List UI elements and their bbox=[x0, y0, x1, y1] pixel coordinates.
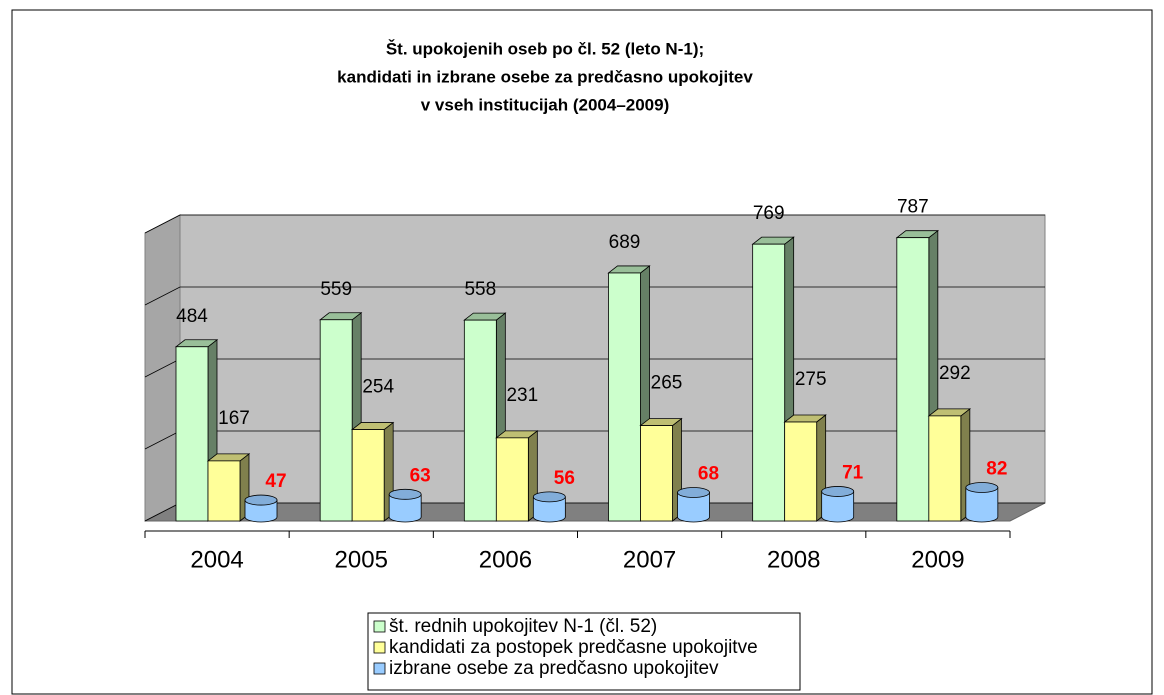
legend-box bbox=[367, 612, 801, 691]
bar bbox=[608, 272, 641, 522]
x-tick-label: 2004 bbox=[190, 546, 243, 573]
bar bbox=[319, 319, 353, 522]
cylinder-body bbox=[677, 492, 710, 523]
x-tick-label: 2005 bbox=[335, 546, 388, 573]
x-tick-label: 2006 bbox=[479, 546, 532, 573]
legend-label: izbrane osebe za predčasno upokojitev bbox=[389, 658, 719, 679]
bar bbox=[463, 319, 497, 522]
x-tick-label: 2008 bbox=[767, 546, 820, 573]
bar bbox=[928, 415, 962, 522]
cylinder-top bbox=[244, 494, 278, 506]
value-label: 71 bbox=[842, 462, 864, 483]
value-label: 231 bbox=[506, 385, 538, 406]
legend-label: št. rednih upokojitev N-1 (čl. 52) bbox=[389, 616, 657, 637]
cylinder-top bbox=[821, 486, 855, 497]
title-line: Št. upokojenih oseb po čl. 52 (leto N-1)… bbox=[386, 39, 704, 58]
value-label: 47 bbox=[265, 471, 286, 492]
cylinder-top bbox=[677, 487, 710, 498]
value-label: 292 bbox=[939, 363, 971, 384]
bar bbox=[640, 425, 673, 522]
bar bbox=[752, 243, 786, 522]
bar bbox=[207, 460, 241, 522]
cylinder-body bbox=[532, 496, 566, 523]
cylinder-body bbox=[821, 491, 855, 523]
chart-title: Št. upokojenih oseb po čl. 52 (leto N-1)… bbox=[337, 39, 753, 114]
cylinder-body bbox=[965, 487, 999, 523]
title-line: v vseh institucijah (2004–2009) bbox=[421, 95, 670, 114]
cylinder-body bbox=[388, 493, 422, 523]
value-label: 559 bbox=[320, 279, 352, 300]
bar bbox=[784, 421, 818, 522]
legend-swatch bbox=[373, 641, 386, 654]
title-line: kandidati in izbrane osebe za predčasno … bbox=[337, 67, 753, 86]
bar bbox=[896, 237, 930, 522]
value-label: 787 bbox=[897, 197, 929, 218]
x-tick-label: 2007 bbox=[623, 546, 676, 573]
cylinder-body bbox=[244, 499, 278, 523]
bar bbox=[175, 346, 209, 522]
cylinder-top bbox=[965, 482, 999, 493]
value-label: 558 bbox=[464, 279, 496, 300]
bar bbox=[495, 437, 529, 522]
value-label: 689 bbox=[609, 232, 641, 253]
value-label: 68 bbox=[698, 464, 719, 485]
value-label: 484 bbox=[176, 306, 208, 327]
value-label: 82 bbox=[986, 458, 1007, 479]
x-tick-label: 2009 bbox=[911, 546, 964, 573]
value-label: 56 bbox=[554, 468, 575, 489]
cylinder-top bbox=[388, 488, 422, 500]
value-label: 265 bbox=[651, 373, 683, 394]
cylinder-top bbox=[532, 491, 566, 503]
legend-label: kandidati za postopek predčasne upokojit… bbox=[389, 637, 758, 658]
value-label: 63 bbox=[410, 465, 431, 486]
value-label: 769 bbox=[753, 203, 785, 224]
grid-line bbox=[144, 214, 1045, 234]
value-label: 254 bbox=[362, 377, 394, 398]
legend-swatch bbox=[373, 662, 386, 675]
value-label: 167 bbox=[218, 408, 250, 429]
value-label: 275 bbox=[795, 369, 827, 390]
legend-swatch bbox=[373, 620, 386, 633]
bar bbox=[351, 429, 385, 522]
